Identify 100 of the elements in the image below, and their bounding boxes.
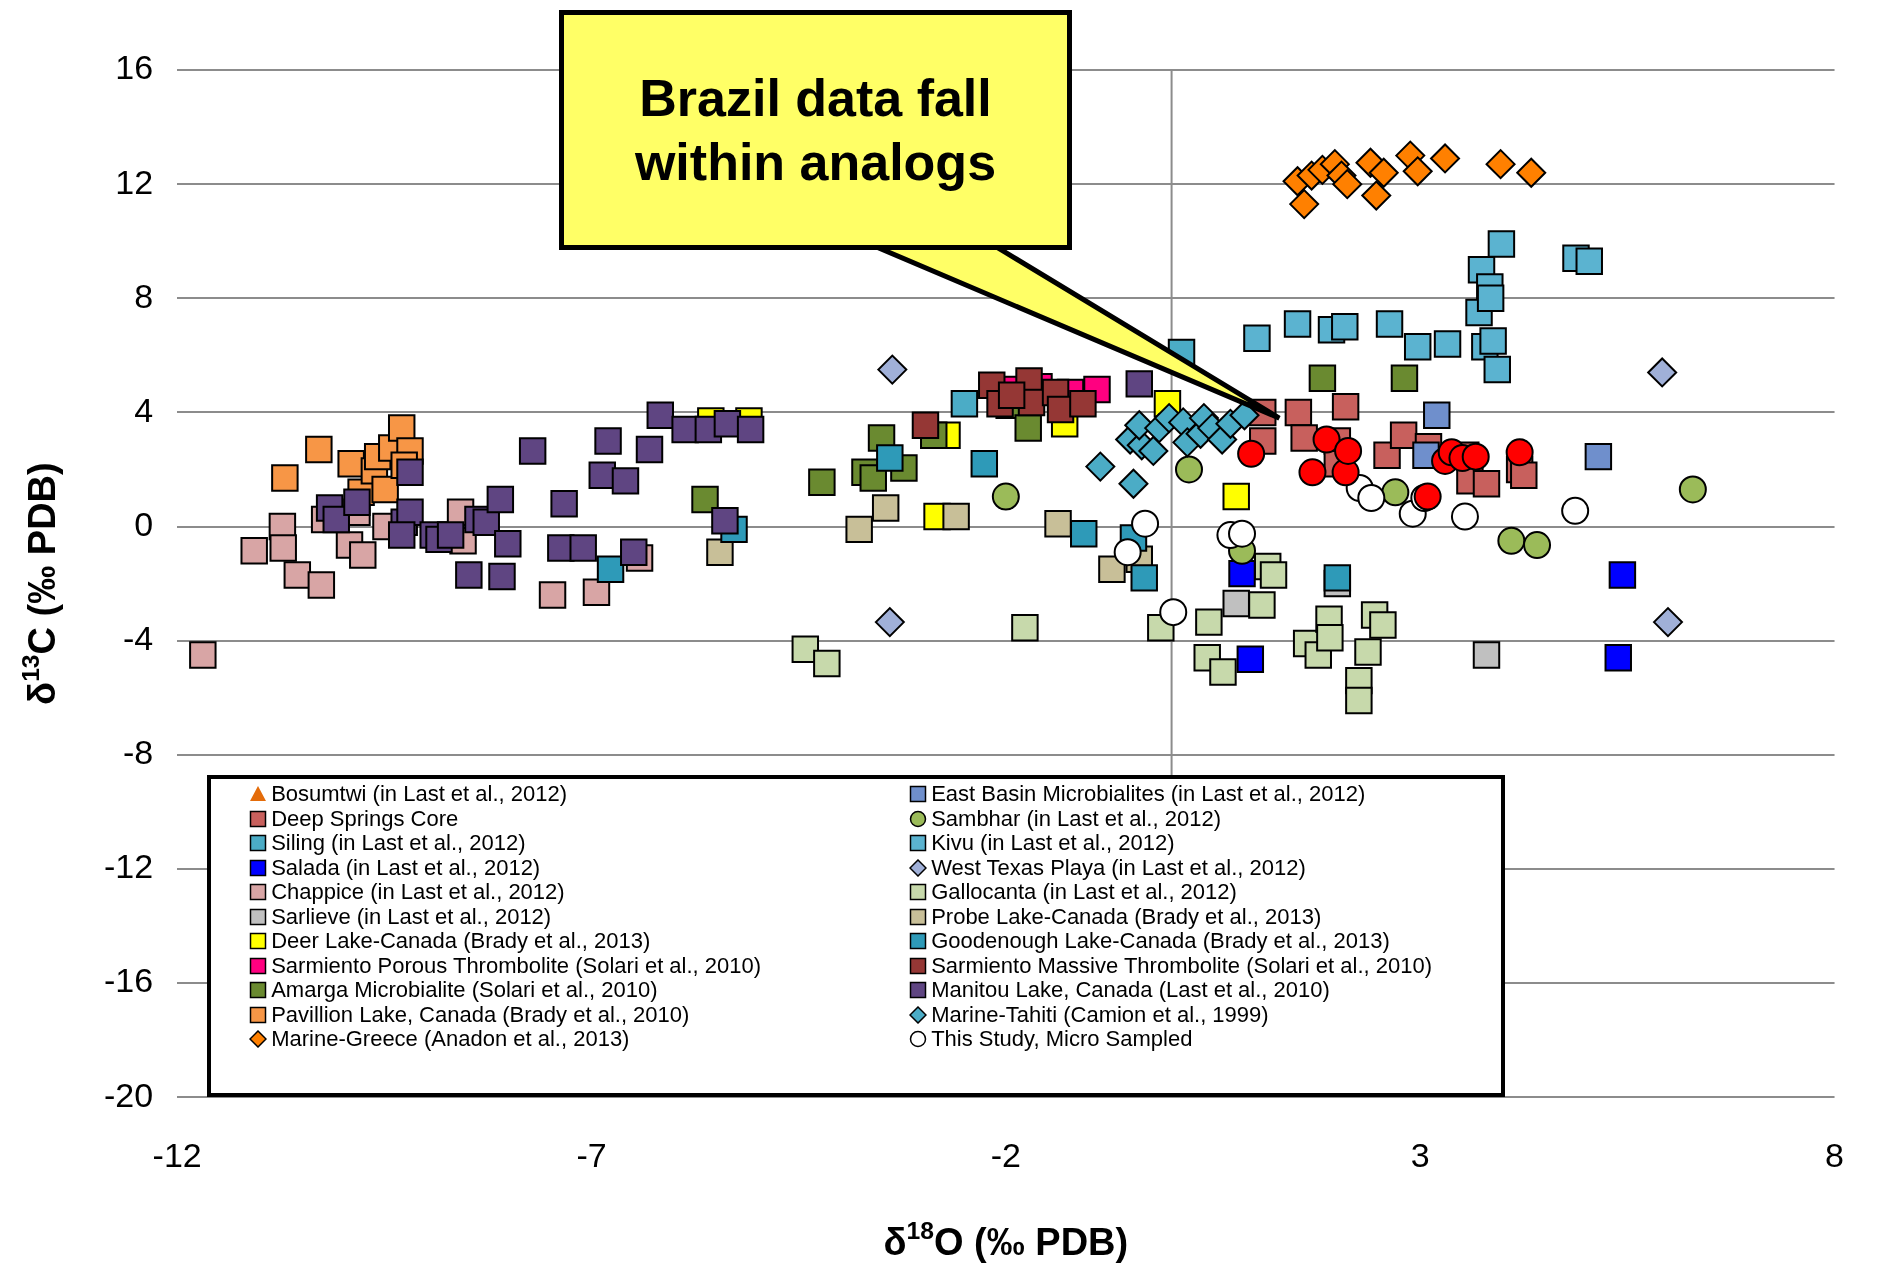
point [1228, 519, 1257, 548]
point [582, 578, 611, 606]
point [1290, 424, 1318, 452]
point [1070, 519, 1098, 548]
point [486, 485, 515, 514]
point [1069, 390, 1097, 418]
point [1236, 645, 1265, 673]
point [635, 435, 664, 464]
point [1259, 561, 1288, 589]
legend-label: Siling (in Last et al., 2012) [271, 830, 526, 856]
legend-label: Marine-Greece (Anadon et al., 2013) [271, 1026, 630, 1052]
point [791, 635, 820, 663]
point [488, 562, 516, 591]
point [1402, 156, 1433, 187]
point [1354, 638, 1382, 666]
point [1243, 324, 1271, 352]
point [494, 529, 522, 558]
point [1130, 564, 1158, 592]
point [1014, 414, 1042, 442]
point [1334, 436, 1363, 465]
point [1608, 561, 1637, 589]
point [1369, 611, 1397, 639]
point [189, 641, 217, 669]
point [1476, 284, 1505, 312]
point [1461, 442, 1490, 471]
point [569, 534, 597, 562]
y-tick-label: 0 [134, 504, 154, 543]
point [620, 538, 648, 566]
point [269, 534, 297, 562]
point [1361, 180, 1392, 211]
point [1575, 247, 1603, 275]
point [387, 521, 416, 549]
point [1085, 451, 1116, 482]
point [240, 537, 268, 565]
point [1647, 357, 1678, 388]
y-tick-label: -12 [104, 847, 154, 886]
point [611, 467, 640, 495]
point [942, 502, 970, 531]
point [1485, 149, 1516, 180]
point [1323, 564, 1352, 592]
y-tick-label: 12 [115, 162, 154, 201]
point [1345, 686, 1373, 715]
legend-label: Chappice (in Last et al., 2012) [271, 879, 565, 905]
point [1433, 330, 1462, 358]
point [1209, 658, 1237, 686]
point [1505, 438, 1534, 467]
point [1472, 470, 1501, 498]
point [436, 521, 465, 549]
point [1222, 589, 1250, 618]
point [1604, 644, 1632, 672]
point [808, 468, 836, 497]
point [691, 485, 719, 514]
legend-label: Goodenough Lake-Canada (Brady et al., 2013) [931, 928, 1390, 954]
point [1652, 607, 1683, 638]
point [455, 561, 483, 589]
point [874, 607, 905, 638]
point [970, 450, 999, 478]
legend-label: Sarmiento Porous Thrombolite (Solari et al., 2010) [271, 952, 762, 978]
point [518, 437, 547, 465]
y-tick-label: -20 [104, 1075, 154, 1114]
legend-label: Manitou Lake, Canada (Last et al., 2010) [931, 977, 1330, 1003]
point [1174, 455, 1203, 484]
x-tick-label: 3 [1410, 1135, 1430, 1174]
legend-label: Amarga Microbialite (Solari et al., 2010) [271, 977, 658, 1003]
point [1331, 392, 1360, 421]
legend-label: Gallocanta (in Last et al., 2012) [931, 879, 1237, 905]
point [343, 488, 371, 517]
point [1308, 364, 1337, 392]
point [991, 482, 1020, 511]
y-tick-label: -16 [104, 961, 154, 1000]
point [1389, 421, 1418, 449]
point [1368, 157, 1399, 188]
legend-label: Deep Springs Core [271, 805, 459, 831]
point [1248, 591, 1276, 619]
point [307, 571, 336, 599]
legend-label: Marine-Tahiti (Camion et al., 1999) [931, 1001, 1269, 1027]
point [736, 415, 765, 444]
point [1403, 333, 1432, 361]
point [1390, 364, 1419, 392]
point [1487, 230, 1516, 258]
x-tick-label: 8 [1825, 1135, 1845, 1174]
point [1138, 435, 1169, 466]
legend-label: Salada (in Last et al., 2012) [271, 854, 541, 880]
legend-label: Sarlieve (in Last et al., 2012) [271, 903, 552, 929]
point [1584, 442, 1613, 471]
point [396, 458, 424, 487]
point [911, 411, 940, 439]
point [877, 354, 908, 385]
legend-label: Bosumtwi (in Last et al., 2012) [271, 781, 568, 807]
point [876, 444, 904, 472]
legend-label: Deer Lake-Canada (Brady et al., 2013) [271, 928, 651, 954]
point [594, 427, 622, 455]
point [706, 538, 734, 566]
point [1316, 624, 1344, 652]
y-tick-label: 16 [115, 48, 154, 87]
point [538, 581, 567, 609]
legend-label: Pavillion Lake, Canada (Brady et al., 2010) [271, 1001, 690, 1027]
x-tick-label: -7 [576, 1135, 607, 1174]
point [1483, 355, 1511, 384]
point [1523, 531, 1552, 560]
